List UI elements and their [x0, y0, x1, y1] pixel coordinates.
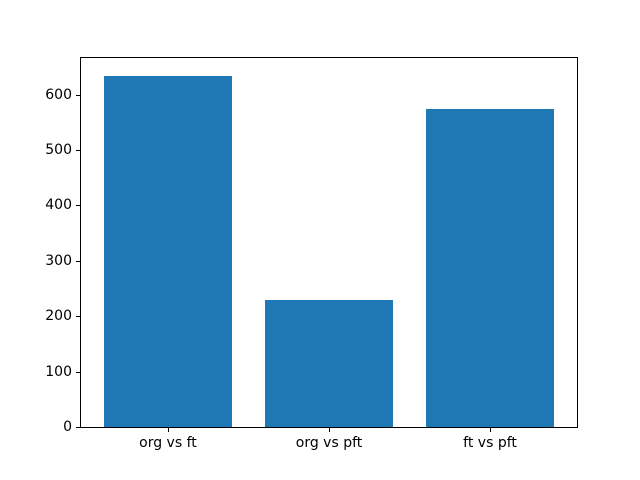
bar-org-vs-ft	[103, 75, 233, 427]
y-tick-mark	[76, 205, 80, 207]
y-tick-label: 100	[45, 363, 72, 380]
y-tick-label: 0	[63, 419, 72, 435]
x-tick-mark	[490, 428, 492, 432]
x-tick-mark	[329, 428, 330, 432]
y-tick-mark	[76, 427, 80, 428]
y-tick-label: 500	[45, 141, 72, 158]
x-tick-mark	[167, 428, 169, 432]
y-tick-mark	[76, 149, 80, 151]
y-tick-label: 200	[45, 308, 72, 325]
y-tick-mark	[76, 371, 80, 373]
bar-org-vs-pft	[264, 299, 394, 427]
x-tick-label-org-vs-pft: org vs pft	[295, 435, 363, 451]
y-tick-mark	[76, 94, 80, 96]
x-tick-label-org-vs-ft: org vs ft	[139, 435, 197, 451]
y-tick-mark	[76, 316, 80, 318]
y-tick-mark	[76, 260, 80, 262]
y-tick-label: 600	[45, 86, 72, 103]
x-tick-label-ft-vs-pft: ft vs pft	[463, 435, 517, 451]
y-tick-label: 400	[45, 197, 72, 214]
y-tick-label: 300	[45, 252, 72, 269]
plot-area	[80, 57, 578, 428]
bar-ft-vs-pft	[425, 108, 555, 427]
